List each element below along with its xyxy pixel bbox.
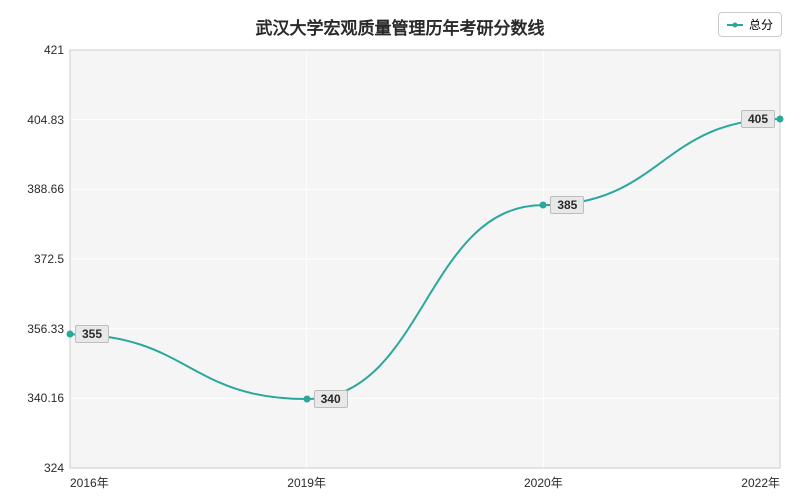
data-label: 355 — [75, 325, 109, 343]
data-label: 405 — [741, 110, 775, 128]
chart-title: 武汉大学宏观质量管理历年考研分数线 — [0, 14, 800, 39]
y-axis-label: 404.83 — [27, 113, 70, 127]
y-axis-label: 388.66 — [27, 182, 70, 196]
legend-label: 总分 — [749, 16, 773, 33]
legend-swatch — [727, 24, 743, 26]
x-axis-label: 2016年 — [70, 468, 109, 491]
x-axis-label: 2020年 — [524, 468, 563, 491]
data-point — [540, 202, 547, 209]
y-axis-label: 421 — [44, 43, 70, 57]
plot-svg — [70, 50, 780, 468]
y-axis-label: 372.5 — [34, 252, 70, 266]
y-axis-label: 356.33 — [27, 322, 70, 336]
data-point — [67, 331, 74, 338]
data-label: 340 — [314, 390, 348, 408]
y-axis-label: 324 — [44, 461, 70, 475]
data-label: 385 — [550, 196, 584, 214]
x-axis-label: 2019年 — [287, 468, 326, 491]
x-axis-label: 2022年 — [741, 468, 780, 491]
plot-area: 324340.16356.33372.5388.66404.834212016年… — [70, 50, 780, 468]
data-point — [303, 396, 310, 403]
data-point — [777, 115, 784, 122]
y-axis-label: 340.16 — [27, 391, 70, 405]
legend: 总分 — [718, 12, 782, 37]
chart: 武汉大学宏观质量管理历年考研分数线 总分 324340.16356.33372.… — [0, 0, 800, 500]
